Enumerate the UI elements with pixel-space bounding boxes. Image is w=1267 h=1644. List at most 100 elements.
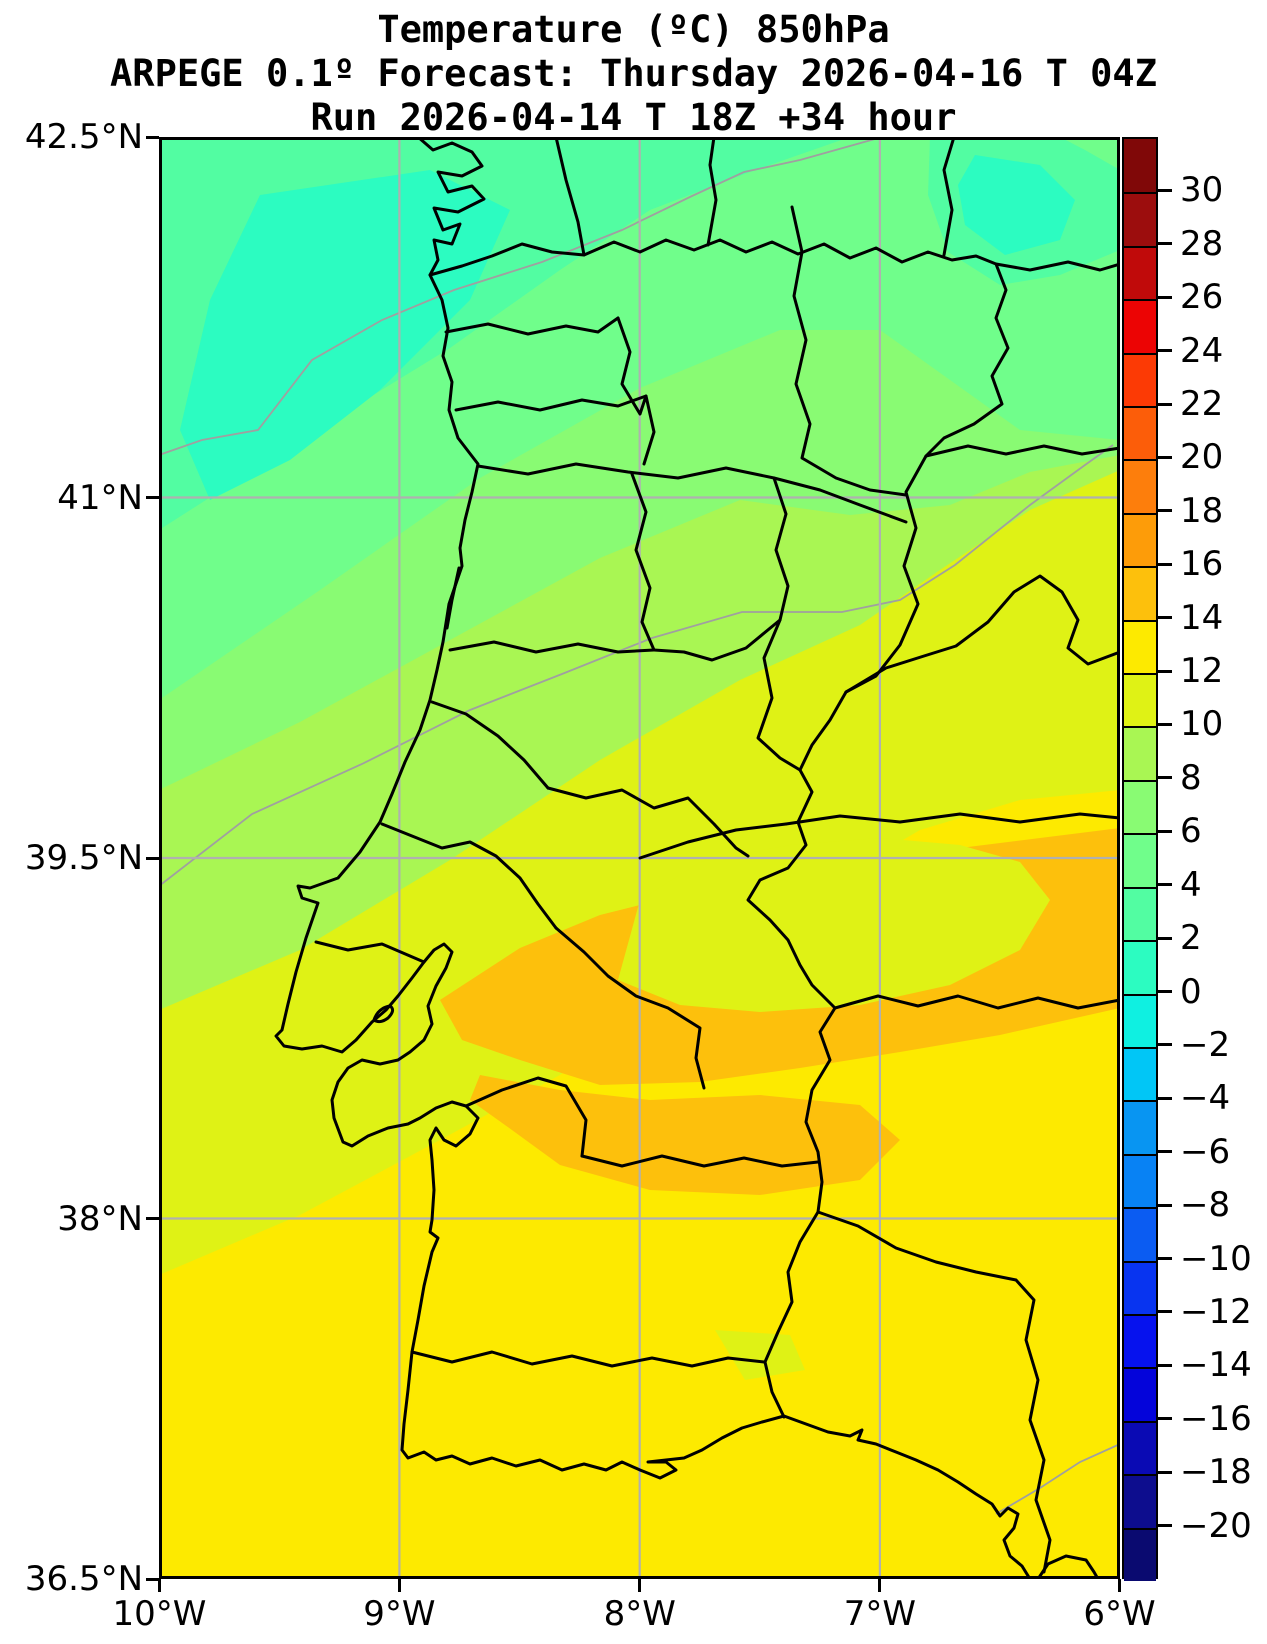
portugal-spain-border (428, 238, 1010, 1419)
colorbar (1122, 137, 1158, 1581)
colorbar-tick (1158, 242, 1172, 246)
lat-tick-label: 41°N (57, 477, 143, 518)
colorbar-band (1124, 1474, 1156, 1528)
chart-subtitle-run: Run 2026-04-14 T 18Z +34 hour (310, 96, 957, 139)
spain-province-border-4 (924, 444, 1120, 458)
colorbar-tick (1158, 402, 1172, 406)
chart-subtitle-forecast: ARPEGE 0.1º Forecast: Thursday 2026-04-1… (110, 52, 1157, 95)
spain-province-border-5 (844, 574, 1120, 694)
lat-tick-label: 39.5°N (24, 838, 143, 878)
temp-band-0-2-ne (958, 155, 1075, 255)
colorbar-tick-label: 24 (1180, 330, 1224, 371)
colorbar-tick (1158, 349, 1172, 353)
colorbar-tick (1158, 1310, 1172, 1314)
colorbar-band (1124, 1420, 1156, 1475)
colorbar-tick (1158, 722, 1172, 726)
colorbar-tick-label: 12 (1180, 651, 1224, 692)
admin-boundaries (274, 137, 1120, 1579)
colorbar-tick (1158, 1257, 1172, 1261)
colorbar-tick-label: 6 (1180, 811, 1202, 852)
coastline (274, 137, 1032, 1579)
colorbar-band (1124, 940, 1156, 994)
colorbar-tick (1158, 829, 1172, 833)
colorbar-tick-label: −10 (1180, 1238, 1252, 1279)
lat-tick (146, 856, 159, 860)
colorbar-tick-label: −2 (1180, 1024, 1231, 1065)
district-border-16 (580, 1154, 820, 1168)
lon-tick-label: 9°W (363, 1594, 436, 1634)
colorbar-tick-label: 26 (1180, 277, 1224, 318)
colorbar-tick-label: −14 (1180, 1345, 1252, 1386)
colorbar-band (1124, 833, 1156, 887)
tejo-lagoon (372, 1004, 395, 1024)
colorbar-tick (1158, 509, 1172, 513)
temp-band-10-12-island (618, 838, 1050, 1012)
colorbar-band (1124, 1207, 1156, 1261)
district-border-15 (464, 1076, 588, 1158)
colorbar-tick-label: −4 (1180, 1078, 1231, 1119)
district-border-17 (410, 1350, 766, 1368)
colorbar-tick-label: −12 (1180, 1291, 1252, 1332)
district-border-8 (430, 700, 550, 790)
colorbar-tick-label: −18 (1180, 1452, 1252, 1493)
colorbar-band (1124, 1313, 1156, 1368)
lat-tick (146, 1577, 159, 1581)
colorbar-tick-label: 2 (1180, 918, 1202, 959)
colorbar-tick (1158, 1470, 1172, 1474)
lat-tick (146, 1217, 159, 1220)
colorbar-band (1124, 1100, 1156, 1154)
chart-title: Temperature (ºC) 850hPa (377, 8, 890, 51)
colorbar-tick-label: 0 (1180, 971, 1202, 1012)
colorbar-tick-label: 8 (1180, 757, 1202, 798)
district-border-4 (790, 205, 908, 497)
spain-province-border-7 (816, 1210, 1052, 1574)
colorbar-tick (1158, 562, 1172, 566)
colorbar-tick (1158, 1524, 1172, 1528)
colorbar-band (1124, 299, 1156, 353)
colorbar-tick (1158, 616, 1172, 620)
lon-tick-label: 10°W (112, 1594, 207, 1634)
coarse-border-south (995, 1443, 1120, 1515)
temp-band-10-12-south (715, 1330, 805, 1380)
colorbar-tick-label: 28 (1180, 223, 1224, 264)
colorbar-tick-label: 4 (1180, 864, 1202, 905)
colorbar-tick-label: −16 (1180, 1398, 1252, 1439)
colorbar-band (1124, 1527, 1156, 1581)
temp-band-0-2-nw (180, 170, 510, 500)
colorbar-tick (1158, 1043, 1172, 1047)
district-border-11 (756, 618, 802, 772)
colorbar-tick (1158, 776, 1172, 780)
colorbar-band (1124, 886, 1156, 941)
map-frame (159, 137, 1120, 1579)
colorbar-band (1124, 512, 1156, 567)
district-border-3 (616, 316, 656, 466)
coarse-border-center (159, 444, 1114, 887)
colorbar-tick-label: 14 (1180, 597, 1224, 638)
colorbar-tick (1158, 883, 1172, 887)
colorbar-band (1124, 1260, 1156, 1314)
spain-province-border-1 (706, 137, 718, 247)
colorbar-band (1124, 192, 1156, 246)
colorbar-tick (1158, 1417, 1172, 1421)
colorbar-tick (1158, 188, 1172, 192)
colorbar-band (1124, 1153, 1156, 1208)
spain-province-border-3 (994, 260, 1120, 272)
lat-tick-label: 36.5°N (24, 1559, 143, 1599)
colorbar-tick-label: 30 (1180, 170, 1224, 211)
district-border-1 (444, 316, 620, 336)
colorbar-band (1124, 726, 1156, 780)
lon-tick (397, 1579, 401, 1592)
colorbar-band (1124, 1046, 1156, 1101)
temperature-map (159, 137, 1120, 1579)
colorbar-tick-label: −20 (1180, 1505, 1252, 1546)
colorbar-tick-label: 20 (1180, 437, 1224, 478)
spain-province-border-2 (942, 137, 956, 257)
colorbar-tick (1158, 295, 1172, 299)
coarse-border-north (159, 137, 883, 456)
colorbar-band (1124, 459, 1156, 513)
district-border-14 (314, 940, 426, 964)
lat-tick-label: 42.5°N (24, 117, 143, 157)
colorbar-tick (1158, 455, 1172, 459)
district-border-douro (476, 462, 908, 524)
